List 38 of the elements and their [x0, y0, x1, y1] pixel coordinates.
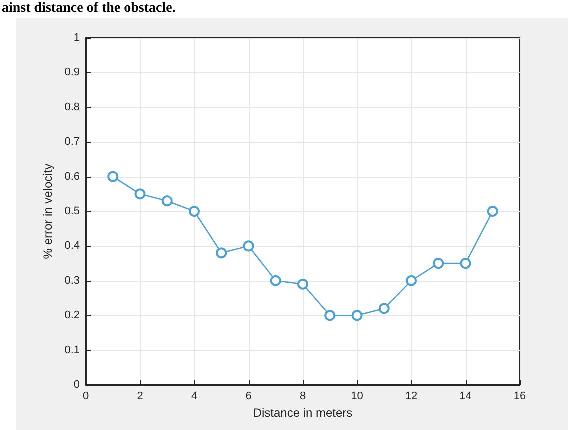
y-tick-label: 0.4 — [64, 240, 80, 252]
point — [298, 278, 308, 290]
point — [162, 196, 173, 207]
y-tick-label: 0.3 — [64, 274, 80, 287]
point — [487, 206, 498, 217]
y-tick-label: 0.7 — [64, 136, 80, 148]
text: ainst distance of the obstacle. — [2, 0, 176, 17]
point — [378, 303, 390, 314]
y-tick-label: 0.5 — [64, 206, 80, 218]
point — [270, 275, 282, 286]
x-tick-label: 12 — [405, 390, 418, 402]
y-tick-label: 1 — [74, 32, 80, 44]
y-tick-label: 0.9 — [64, 66, 80, 79]
point — [324, 310, 336, 322]
x-tick-label: 8 — [300, 390, 306, 402]
point — [189, 206, 200, 217]
point — [216, 248, 228, 259]
point — [134, 188, 146, 200]
point — [433, 258, 444, 270]
x-tick-label: 6 — [246, 390, 252, 402]
y-tick-label: 0.1 — [64, 344, 80, 356]
x-tick-label: 14 — [460, 390, 472, 402]
point — [406, 275, 417, 286]
x-axis-title: Distance in meters — [253, 406, 353, 420]
y-axis-title: % error in velocity — [40, 164, 55, 260]
x-tick-label: 4 — [191, 390, 198, 402]
point — [108, 171, 119, 182]
point — [243, 240, 254, 252]
point — [460, 258, 472, 270]
x-tick-label: 0 — [82, 390, 90, 402]
y-tick-label: 0.8 — [64, 101, 80, 114]
x-tick-label: 2 — [137, 390, 144, 402]
point — [352, 310, 363, 322]
x-tick-label: 10 — [351, 390, 364, 402]
y-tick-label: 0.2 — [64, 310, 80, 322]
y-tick-label: 0 — [74, 379, 80, 391]
x-tick-label: 16 — [514, 390, 526, 402]
y-tick-label: 0.6 — [64, 170, 80, 183]
